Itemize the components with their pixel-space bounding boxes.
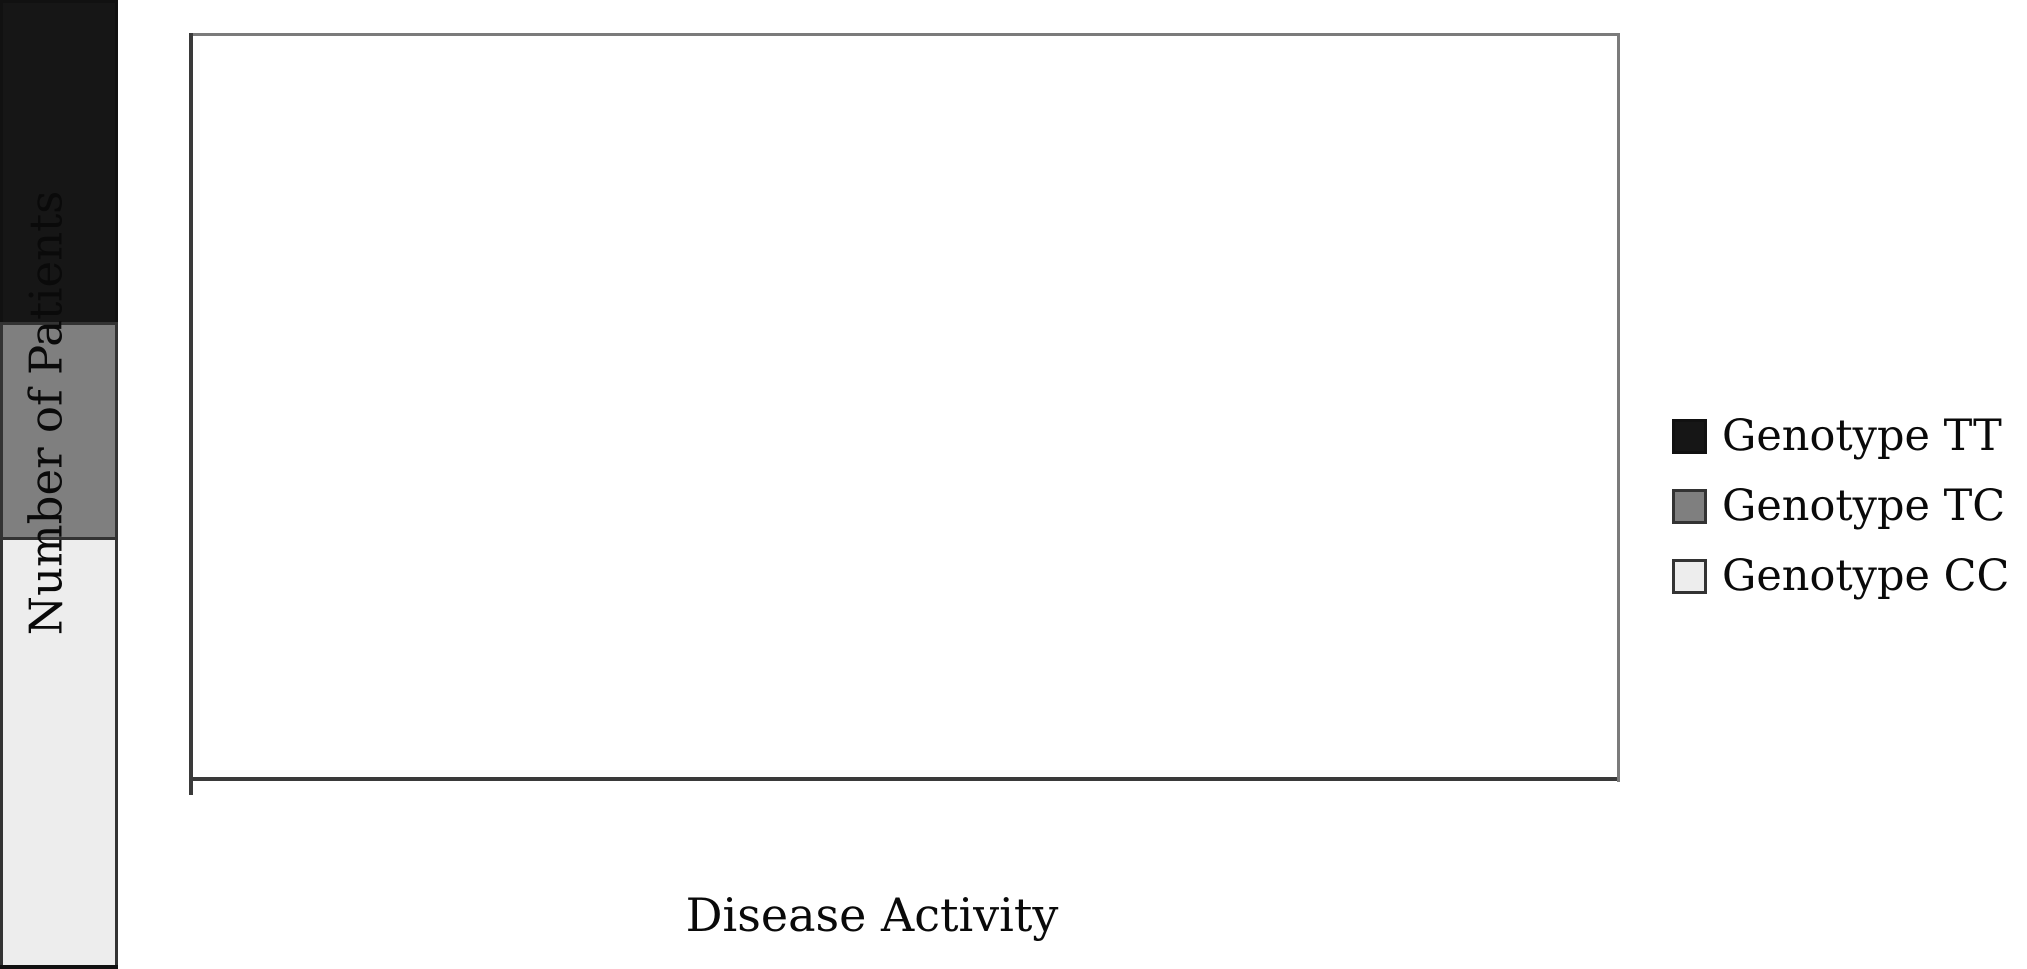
y-axis-line — [189, 33, 193, 795]
bar-genotype-cc-activity-1 — [0, 536, 118, 966]
legend-label: Genotype TC — [1722, 481, 2006, 531]
legend: Genotype TT Genotype TC Genotype CC — [1672, 415, 2009, 598]
bar-value-label: 2 — [0, 42, 1014, 84]
legend-label: Genotype CC — [1722, 551, 2010, 601]
bar-value-label: 4 — [0, 294, 1014, 336]
bar-value-label: 4 — [0, 168, 1014, 210]
zero-bar-stub-genotype-tt-activity-2 — [0, 965, 118, 969]
x-axis-line — [193, 777, 1617, 781]
bar-value-label: 0 — [0, 126, 1014, 168]
y-axis-title: Number of Patients — [19, 190, 73, 636]
bar-genotype-tc-activity-1 — [0, 321, 118, 537]
legend-item-genotype-tc: Genotype TC — [1672, 485, 2009, 528]
plot-area — [193, 33, 1620, 782]
legend-swatch — [1672, 559, 1707, 594]
x-axis-title: Disease Activity — [685, 888, 1059, 942]
bar-value-label: 0 — [0, 252, 1014, 294]
bar-value-label: 4 — [0, 84, 1014, 126]
legend-label: Genotype TT — [1722, 411, 2002, 461]
legend-swatch — [1672, 489, 1707, 524]
bar-value-label: 0 — [0, 336, 1014, 378]
legend-item-genotype-cc: Genotype CC — [1672, 555, 2009, 598]
legend-swatch — [1672, 419, 1707, 454]
bar-value-label: 6 — [0, 210, 1014, 252]
bar-genotype-tt-activity-1 — [0, 0, 118, 322]
legend-item-genotype-tt: Genotype TT — [1672, 415, 2009, 458]
bar-value-label: 3 — [0, 0, 1014, 42]
